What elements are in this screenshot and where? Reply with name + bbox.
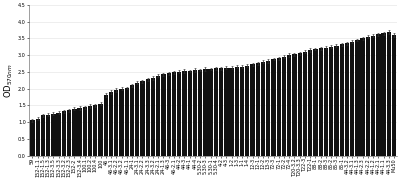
- Bar: [41, 115, 45, 156]
- Bar: [172, 73, 176, 156]
- Bar: [292, 54, 297, 156]
- Bar: [135, 82, 139, 156]
- Bar: [161, 75, 166, 156]
- Bar: [62, 111, 66, 156]
- Bar: [256, 63, 260, 156]
- Bar: [198, 70, 202, 156]
- Bar: [334, 46, 338, 156]
- Bar: [345, 43, 349, 156]
- Bar: [340, 44, 344, 156]
- Bar: [371, 36, 375, 156]
- Bar: [203, 69, 208, 156]
- Bar: [282, 57, 286, 156]
- Bar: [140, 81, 145, 156]
- Bar: [208, 69, 213, 156]
- Bar: [230, 68, 234, 156]
- Bar: [366, 37, 370, 156]
- Bar: [119, 89, 124, 156]
- Bar: [219, 68, 223, 156]
- Bar: [261, 62, 265, 156]
- Bar: [193, 70, 197, 156]
- Bar: [30, 120, 34, 156]
- Bar: [188, 71, 192, 156]
- Bar: [214, 68, 218, 156]
- Bar: [93, 105, 98, 156]
- Bar: [156, 76, 160, 156]
- Bar: [360, 38, 365, 156]
- Bar: [313, 49, 318, 156]
- Bar: [266, 61, 270, 156]
- Bar: [298, 53, 302, 156]
- Bar: [114, 90, 118, 156]
- Bar: [88, 106, 92, 156]
- Bar: [355, 40, 360, 156]
- Bar: [104, 95, 108, 156]
- Bar: [130, 85, 134, 156]
- Bar: [324, 48, 328, 156]
- Bar: [287, 55, 291, 156]
- Bar: [277, 58, 281, 156]
- Bar: [308, 50, 312, 156]
- Bar: [224, 68, 228, 156]
- Bar: [245, 66, 250, 156]
- Bar: [235, 67, 239, 156]
- Bar: [109, 92, 113, 156]
- Bar: [318, 48, 323, 156]
- Bar: [250, 64, 255, 156]
- Bar: [56, 113, 61, 156]
- Bar: [177, 72, 181, 156]
- Bar: [303, 52, 307, 156]
- Bar: [46, 115, 50, 156]
- Bar: [151, 78, 155, 156]
- Bar: [182, 71, 186, 156]
- Bar: [271, 59, 276, 156]
- Bar: [36, 119, 40, 156]
- Bar: [83, 107, 87, 156]
- Bar: [240, 67, 244, 156]
- Bar: [78, 108, 82, 156]
- Bar: [98, 104, 103, 156]
- Bar: [166, 73, 171, 156]
- Bar: [72, 109, 76, 156]
- Bar: [125, 88, 129, 156]
- Bar: [387, 31, 391, 156]
- Bar: [350, 42, 354, 156]
- Bar: [67, 110, 71, 156]
- Bar: [376, 34, 380, 156]
- Bar: [329, 47, 333, 156]
- Bar: [146, 79, 150, 156]
- Bar: [392, 35, 396, 156]
- Bar: [51, 114, 56, 156]
- Y-axis label: OD$_{570nm}$: OD$_{570nm}$: [3, 63, 15, 98]
- Bar: [382, 33, 386, 156]
